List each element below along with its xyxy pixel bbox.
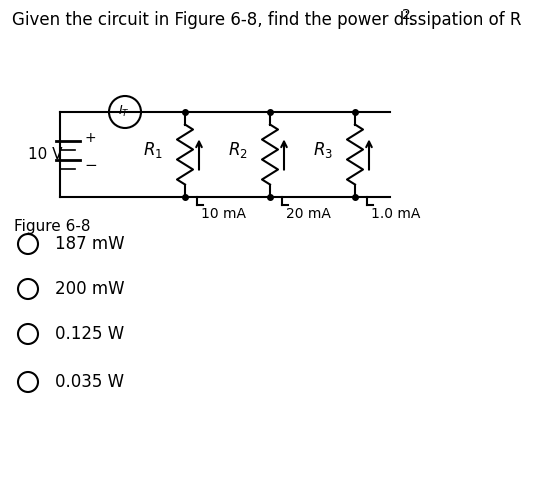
Text: .: .: [408, 11, 413, 29]
Text: 20 mA: 20 mA: [286, 207, 331, 221]
Text: 2: 2: [402, 8, 411, 22]
Text: 10 mA: 10 mA: [201, 207, 246, 221]
Text: +: +: [84, 132, 95, 146]
Text: 10 V: 10 V: [28, 147, 62, 162]
Text: 0.035 W: 0.035 W: [55, 373, 124, 391]
Text: 0.125 W: 0.125 W: [55, 325, 124, 343]
Text: 200 mW: 200 mW: [55, 280, 124, 298]
Text: $R_1$: $R_1$: [143, 139, 163, 160]
Text: −: −: [84, 158, 97, 173]
Text: $R_2$: $R_2$: [228, 139, 248, 160]
Text: Figure 6-8: Figure 6-8: [14, 219, 90, 234]
Text: 1.0 mA: 1.0 mA: [371, 207, 420, 221]
Text: $R_3$: $R_3$: [313, 139, 333, 160]
Text: 187 mW: 187 mW: [55, 235, 124, 253]
Text: $I_T$: $I_T$: [118, 104, 130, 119]
Text: Given the circuit in Figure 6-8, find the power dissipation of R: Given the circuit in Figure 6-8, find th…: [12, 11, 522, 29]
